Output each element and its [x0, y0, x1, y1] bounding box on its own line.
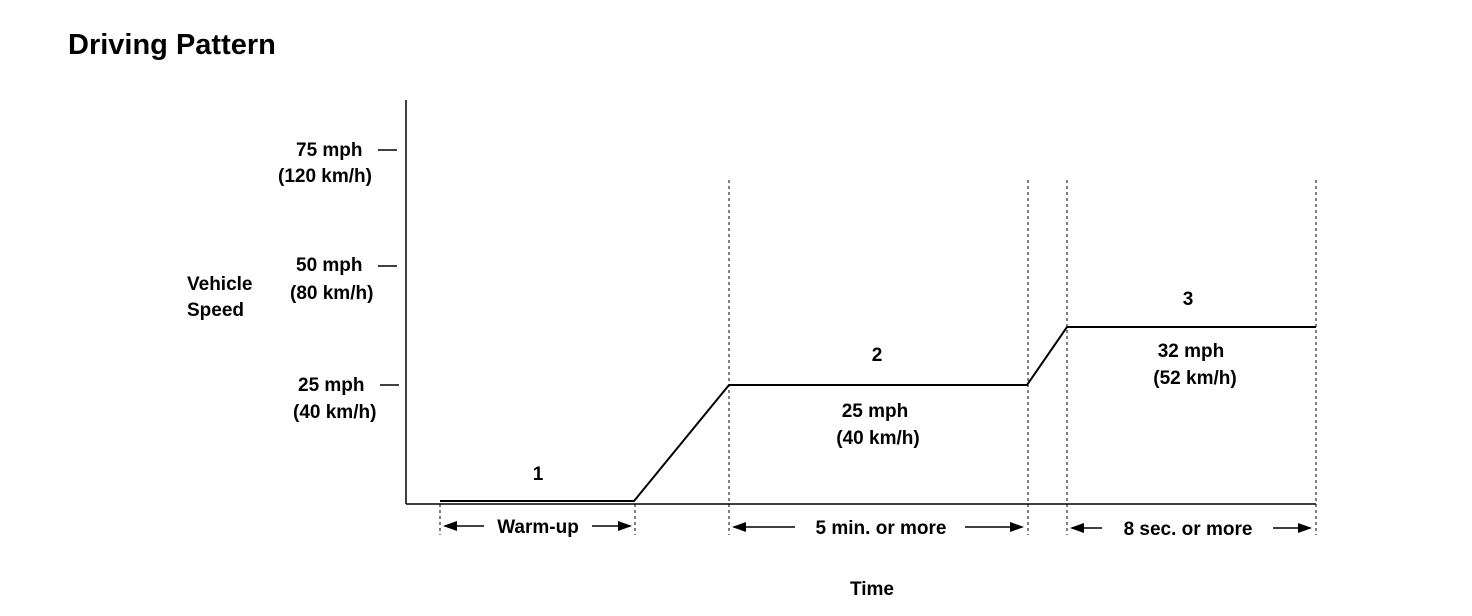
phase-2-speed-kmh: (40 km/h)	[836, 428, 919, 449]
phase-2-duration: 5 min. or more	[816, 518, 947, 539]
phase-3-speed-kmh: (52 km/h)	[1153, 368, 1236, 389]
phase-3-number: 3	[1183, 289, 1194, 310]
phase-1-number: 1	[533, 464, 544, 485]
phase3-arrow-left-head	[1070, 523, 1084, 533]
phase-1-duration: Warm-up	[497, 517, 579, 538]
y-axis-label-speed: Speed	[187, 300, 244, 321]
x-axis-label: Time	[850, 579, 894, 600]
warmup-arrow-right-head	[618, 521, 632, 531]
page-title: Driving Pattern	[68, 29, 276, 61]
warmup-arrow-left-head	[443, 521, 457, 531]
y-tick-50-kmh: (80 km/h)	[290, 283, 373, 304]
y-tick-75-mph: 75 mph	[296, 140, 363, 161]
y-tick-75: 75 mph (120 km/h)	[278, 140, 397, 187]
phase2-arrow-left-head	[732, 522, 746, 532]
y-tick-75-kmh: (120 km/h)	[278, 166, 372, 187]
phase-2-number: 2	[872, 345, 883, 366]
phase3-arrow-right-head	[1298, 523, 1312, 533]
y-tick-25-kmh: (40 km/h)	[293, 402, 376, 423]
phase-2-speed-mph: 25 mph	[842, 401, 909, 422]
speed-profile-line	[440, 326, 1316, 502]
y-tick-50-mph: 50 mph	[296, 255, 363, 276]
y-tick-50: 50 mph (80 km/h)	[290, 255, 397, 304]
phase2-arrow-right-head	[1010, 522, 1024, 532]
y-tick-25: 25 mph (40 km/h)	[293, 375, 399, 423]
phase-3-speed-mph: 32 mph	[1158, 341, 1225, 362]
phase-3-duration: 8 sec. or more	[1124, 519, 1253, 540]
y-tick-25-mph: 25 mph	[298, 375, 365, 396]
phase-boundaries	[439, 180, 1317, 535]
y-axis-label-vehicle: Vehicle	[187, 274, 253, 295]
